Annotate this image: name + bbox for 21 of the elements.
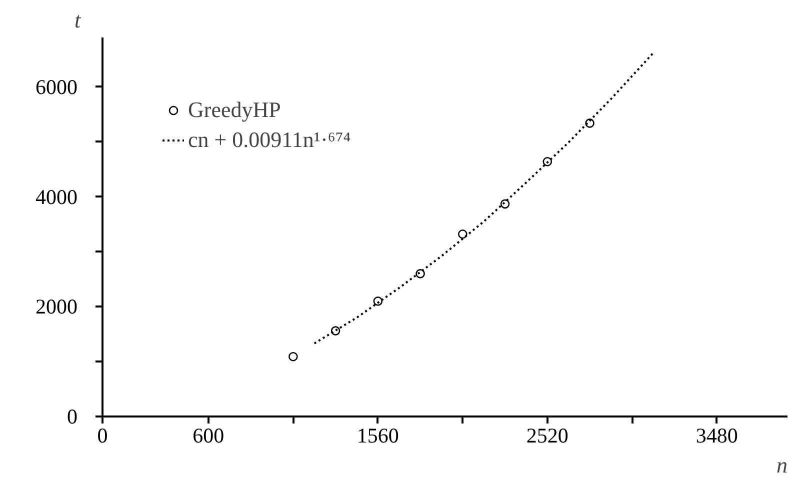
y-tick-label: 2000 — [36, 294, 78, 319]
point — [288, 352, 298, 362]
legend-label: cn + 0.00911n¹·⁶⁷⁴ — [188, 127, 351, 153]
x-tick-label: 1560 — [356, 424, 399, 448]
x-tick-label: 3480 — [696, 424, 738, 448]
x-tick-label: 2520 — [526, 424, 568, 448]
y-tick-label: 6000 — [36, 74, 78, 99]
x-axis-title: n — [776, 452, 788, 478]
point — [542, 156, 552, 166]
y-axis-title: t — [74, 8, 82, 32]
point — [585, 118, 594, 128]
point — [330, 326, 340, 336]
point — [458, 230, 468, 239]
point — [373, 296, 383, 306]
legend-label: GreedyHP — [188, 97, 281, 123]
y-tick-label: 0 — [67, 404, 78, 428]
y-tick-label: 4000 — [36, 184, 78, 209]
point — [500, 199, 510, 209]
point — [416, 269, 425, 278]
x-tick-label: 0 — [97, 424, 108, 448]
x-tick-label: 600 — [192, 424, 224, 448]
